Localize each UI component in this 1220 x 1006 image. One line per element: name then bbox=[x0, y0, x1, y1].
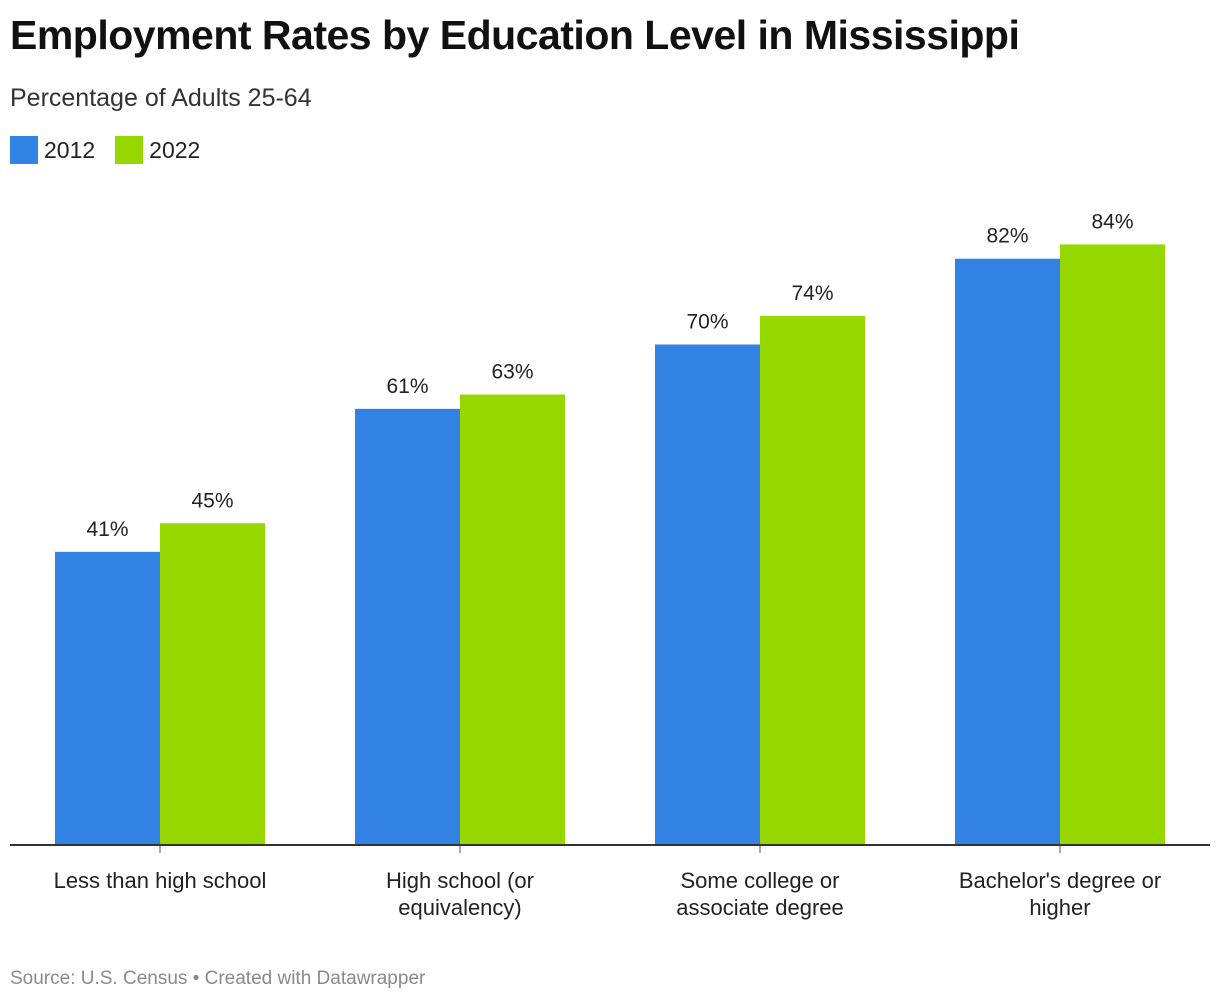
category-label-2-line-0: Some college or bbox=[681, 868, 840, 893]
legend-label-2012: 2012 bbox=[44, 136, 96, 163]
legend: 2012 2022 bbox=[10, 136, 220, 164]
bar-2022-0 bbox=[160, 523, 265, 845]
bar-2022-2 bbox=[760, 315, 865, 845]
category-label-3-line-0: Bachelor's degree or bbox=[959, 868, 1161, 893]
category-label-3-line-1: higher bbox=[1029, 895, 1090, 920]
legend-swatch-2012 bbox=[10, 136, 38, 164]
source-note: Source: U.S. Census • Created with Dataw… bbox=[10, 968, 426, 989]
value-label-2012-1: 61% bbox=[386, 375, 428, 398]
category-label-1-line-1: equivalency) bbox=[398, 895, 522, 920]
value-label-2012-0: 41% bbox=[86, 518, 128, 541]
category-label-0: Less than high school bbox=[54, 868, 267, 893]
value-label-2022-3: 84% bbox=[1091, 210, 1133, 233]
value-label-2012-2: 70% bbox=[686, 311, 728, 334]
bar-2022-1 bbox=[460, 394, 565, 845]
legend-swatch-2022 bbox=[115, 136, 144, 164]
value-label-2022-1: 63% bbox=[491, 361, 533, 384]
value-label-2012-3: 82% bbox=[986, 225, 1028, 248]
bar-2012-3 bbox=[955, 258, 1060, 845]
value-label-2022-0: 45% bbox=[191, 489, 233, 512]
chart-subtitle: Percentage of Adults 25-64 bbox=[10, 84, 312, 112]
legend-item-2012: 2012 bbox=[10, 136, 95, 164]
legend-item-2022: 2022 bbox=[115, 136, 200, 164]
category-label-1-line-0: High school (or bbox=[386, 868, 534, 893]
bar-2012-2 bbox=[655, 344, 760, 845]
bar-2012-0 bbox=[55, 551, 160, 845]
bar-2022-3 bbox=[1060, 244, 1165, 845]
chart-title: Employment Rates by Education Level in M… bbox=[10, 12, 1020, 58]
category-label-2-line-1: associate degree bbox=[676, 895, 844, 920]
value-label-2022-2: 74% bbox=[791, 282, 833, 305]
bar-2012-1 bbox=[355, 408, 460, 845]
legend-label-2022: 2022 bbox=[149, 136, 201, 163]
